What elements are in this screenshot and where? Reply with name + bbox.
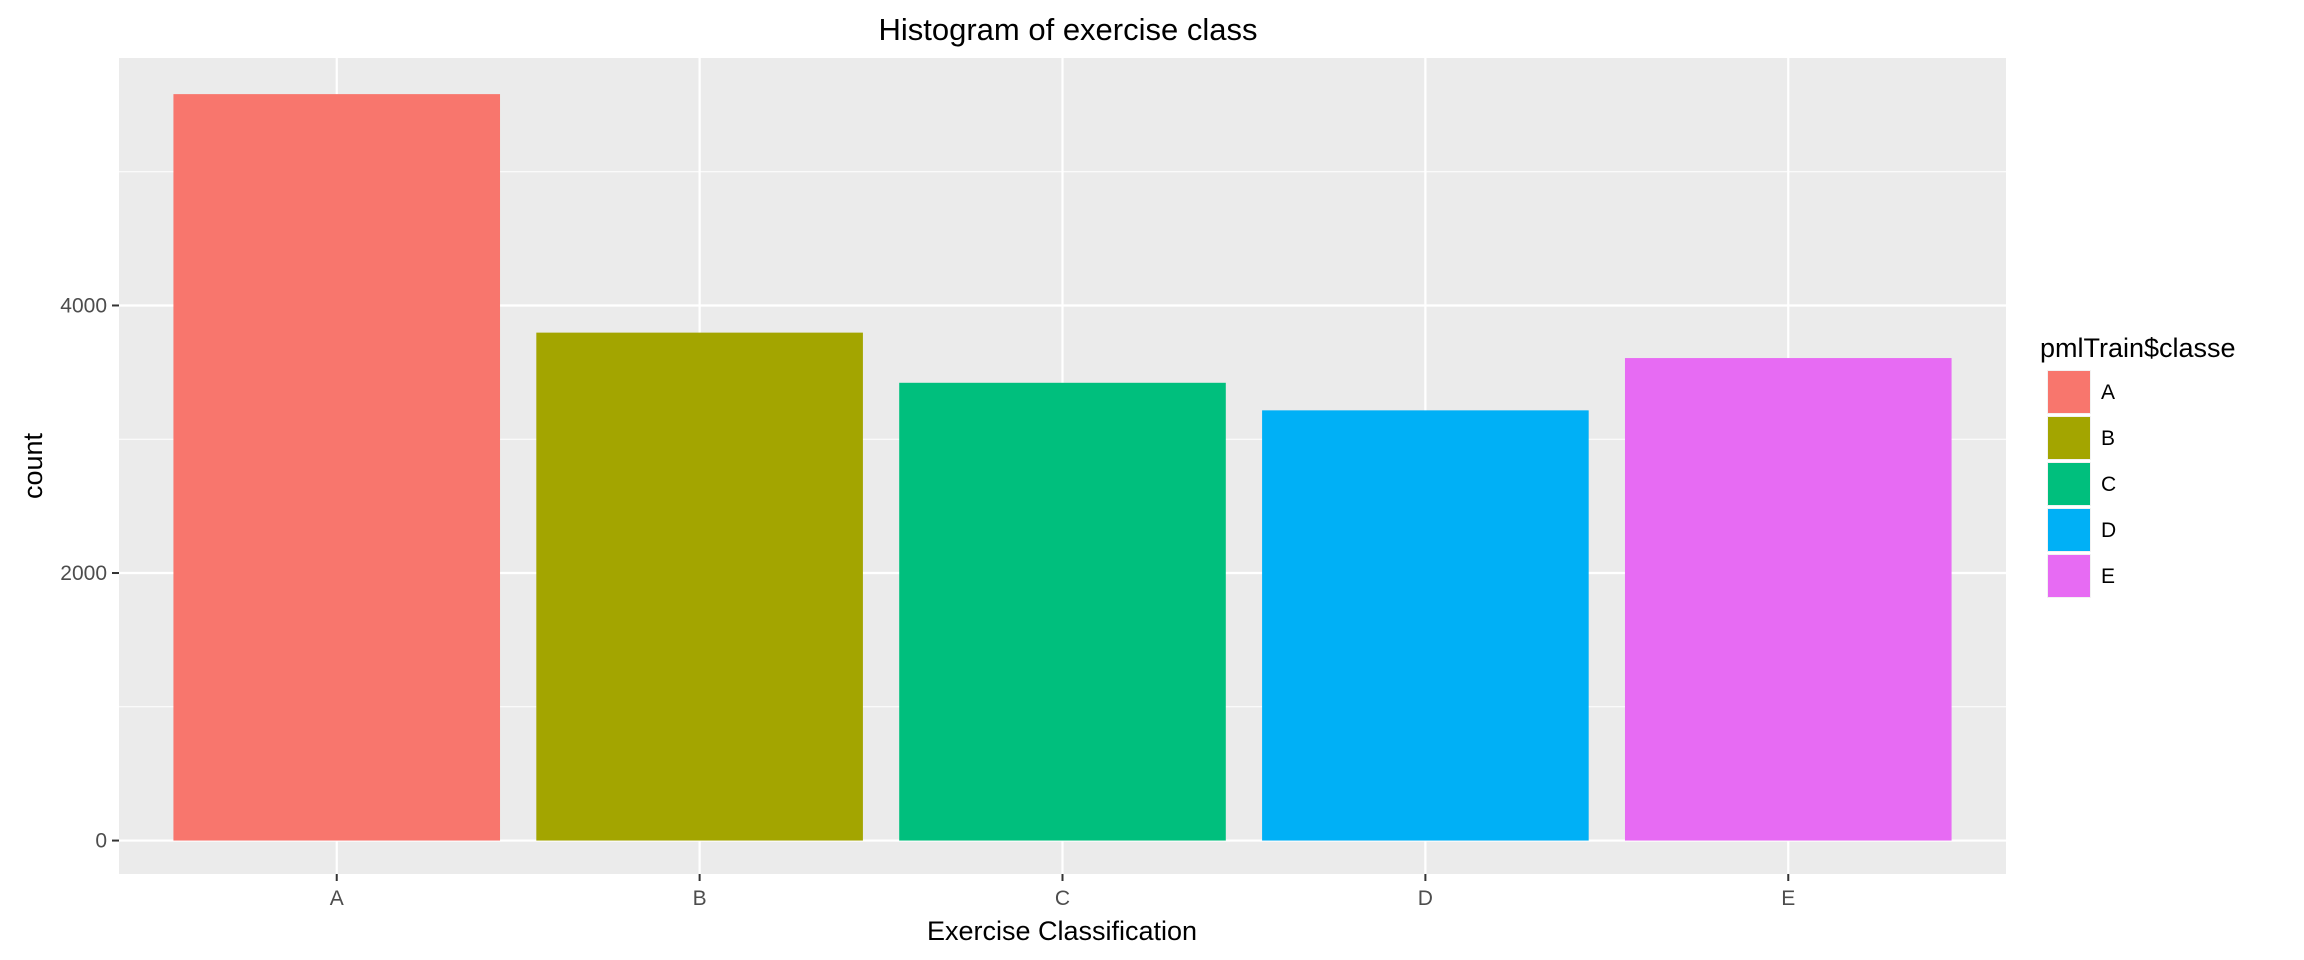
bar-e: [1624, 358, 1952, 841]
legend-label-b: B: [2101, 427, 2115, 450]
x-tick-label: E: [1781, 887, 1795, 910]
bar-a: [173, 94, 501, 841]
legend-title: pmlTrain$classe: [2040, 333, 2236, 363]
legend-label-e: E: [2101, 565, 2115, 588]
chart-title: Histogram of exercise class: [878, 12, 1257, 47]
bar-c: [899, 382, 1226, 841]
bars: [173, 94, 1952, 841]
y-tick-label: 4000: [60, 294, 107, 317]
bar-d: [1262, 410, 1589, 841]
legend-swatch-e: [2048, 555, 2090, 597]
x-axis-ticks: A B C D E: [330, 874, 1795, 910]
y-tick-label: 0: [95, 830, 107, 853]
legend-swatch-d: [2048, 509, 2090, 551]
legend-label-c: C: [2101, 473, 2116, 496]
y-axis-ticks: 0 2000 4000: [60, 294, 119, 853]
legend-label-d: D: [2101, 519, 2116, 542]
x-tick-label: C: [1055, 887, 1070, 910]
x-tick-label: D: [1418, 887, 1433, 910]
bar-b: [536, 332, 863, 841]
legend-swatch-c: [2048, 463, 2090, 505]
y-axis-label: count: [18, 432, 48, 499]
x-tick-label: B: [693, 887, 707, 910]
x-axis-label: Exercise Classification: [927, 916, 1197, 946]
legend-swatch-b: [2048, 417, 2090, 459]
legend-label-a: A: [2101, 381, 2115, 404]
legend-swatch-a: [2048, 371, 2090, 413]
y-tick-label: 2000: [60, 562, 107, 585]
x-tick-label: A: [330, 887, 344, 910]
